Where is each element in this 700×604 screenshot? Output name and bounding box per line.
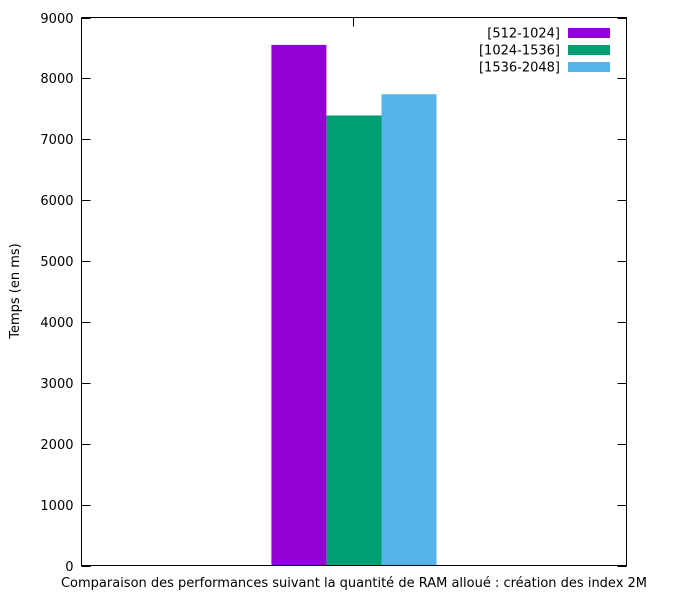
legend: [512-1024] [1024-1536] [1536-2048] — [479, 27, 610, 76]
legend-swatch — [568, 28, 610, 38]
y-axis-label: Temps (en ms) — [8, 243, 23, 340]
y-tick-label: 9000 — [40, 12, 73, 27]
y-tick-label: 7000 — [40, 133, 73, 148]
bar-[1536-2048] — [381, 94, 437, 566]
y-tick-label: 8000 — [40, 72, 73, 87]
y-tick-label: 1000 — [40, 499, 73, 514]
y-tick-label: 2000 — [40, 438, 73, 453]
legend-label: [512-1024] — [487, 27, 560, 42]
y-tick-label: 4000 — [40, 316, 73, 331]
y-axis: 0 1000 2000 3000 4000 5000 6000 7000 8000 9000 — [40, 12, 627, 575]
y-tick-label: 5000 — [40, 255, 73, 270]
legend-label: [1024-1536] — [479, 44, 560, 59]
bar-[1024-1536] — [326, 115, 382, 566]
y-tick-label: 0 — [65, 560, 73, 575]
y-tick-label: 3000 — [40, 377, 73, 392]
y-tick-label: 6000 — [40, 194, 73, 209]
x-axis-label: Comparaison des performances suivant la … — [61, 576, 647, 591]
bar-[512-1024] — [271, 44, 327, 566]
legend-label: [1536-2048] — [479, 61, 560, 76]
legend-swatch — [568, 45, 610, 55]
bars-layer — [271, 44, 437, 566]
legend-swatch — [568, 62, 610, 72]
